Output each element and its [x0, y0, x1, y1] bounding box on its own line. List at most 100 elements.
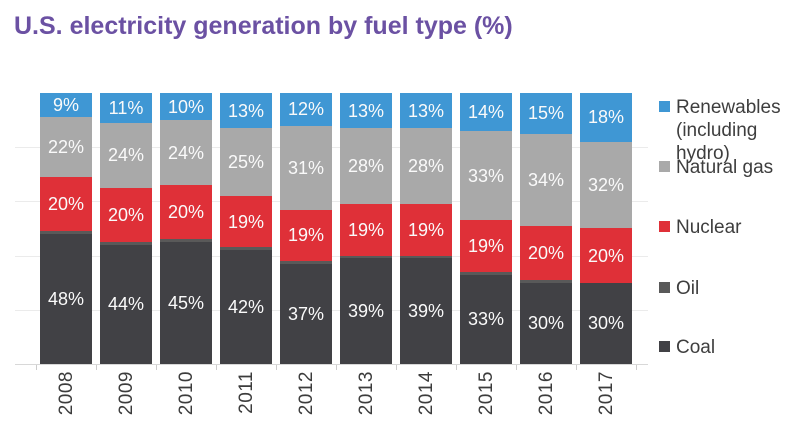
segment-value-label: 28%	[347, 156, 385, 177]
segment-value-label: 13%	[347, 100, 385, 121]
segment-renewables: 9%	[40, 93, 92, 118]
segment-value-label: 12%	[287, 99, 325, 120]
segment-oil	[100, 242, 152, 245]
x-axis-year-label: 2010	[175, 371, 197, 416]
segment-renewables: 12%	[280, 93, 332, 126]
segment-natural_gas: 24%	[160, 120, 212, 186]
segment-value-label: 20%	[167, 202, 205, 223]
axis-tick	[636, 365, 637, 370]
segment-coal: 44%	[100, 244, 152, 364]
segment-value-label: 20%	[107, 204, 145, 225]
bar-2015: 14% 33% 19% 33%	[460, 93, 512, 364]
segment-value-label: 24%	[107, 145, 145, 166]
x-axis-ticks	[15, 364, 648, 371]
bar-cell: 18% 32% 20% 30%	[576, 93, 636, 364]
axis-tick	[156, 365, 157, 370]
segment-coal: 30%	[580, 282, 632, 364]
x-tick-cell: 2015	[456, 371, 516, 425]
x-axis-year-label: 2014	[415, 371, 437, 416]
legend-item-oil: Oil	[659, 277, 796, 300]
x-axis-year-label: 2009	[115, 371, 137, 416]
segment-nuclear: 20%	[160, 185, 212, 240]
segment-coal: 39%	[400, 258, 452, 364]
x-axis-labels: 2008 2009 2010 2011 2012 2013 2014 2015 2016 2017	[36, 371, 636, 425]
axis-tick	[276, 365, 277, 370]
bar-cell: 12% 31% 19% 37%	[276, 93, 336, 364]
segment-value-label: 19%	[227, 211, 265, 232]
segment-value-label: 30%	[527, 313, 565, 334]
bar-2013: 13% 28% 19% 39%	[340, 93, 392, 364]
segment-oil	[340, 255, 392, 259]
x-axis-year-label: 2015	[475, 371, 497, 416]
segment-coal: 33%	[460, 274, 512, 364]
axis-tick	[576, 365, 577, 370]
bar-2010: 10% 24% 20% 45%	[160, 93, 212, 364]
segment-nuclear: 20%	[520, 225, 572, 280]
segment-oil	[400, 255, 452, 259]
bar-cell: 13% 25% 19% 42%	[216, 93, 276, 364]
segment-nuclear: 19%	[280, 209, 332, 261]
x-tick-cell: 2014	[396, 371, 456, 425]
segment-nuclear: 19%	[460, 220, 512, 272]
segment-oil	[40, 231, 92, 234]
segment-nuclear: 19%	[400, 204, 452, 256]
segment-value-label: 33%	[467, 309, 505, 330]
segment-renewables: 10%	[160, 93, 212, 121]
segment-natural_gas: 33%	[460, 130, 512, 221]
segment-value-label: 19%	[287, 225, 325, 246]
x-axis-year-label: 2008	[55, 371, 77, 416]
legend-swatch-coal	[659, 341, 670, 352]
bar-2008: 9% 22% 20% 48%	[40, 93, 92, 364]
segment-value-label: 39%	[347, 301, 385, 322]
x-axis-year-label: 2017	[595, 371, 617, 416]
segment-value-label: 44%	[107, 294, 145, 315]
legend-item-nuclear: Nuclear	[659, 216, 796, 239]
legend-label: Renewables (including hydro)	[676, 97, 781, 164]
x-tick-cell: 2012	[276, 371, 336, 425]
segment-value-label: 18%	[587, 107, 625, 128]
bar-2009: 11% 24% 20% 44%	[100, 93, 152, 364]
segment-renewables: 15%	[520, 93, 572, 134]
segment-renewables: 11%	[100, 93, 152, 123]
segment-nuclear: 20%	[40, 176, 92, 232]
x-tick-cell: 2010	[156, 371, 216, 425]
axis-tick	[216, 365, 217, 370]
segment-natural_gas: 22%	[40, 117, 92, 177]
bar-cell: 10% 24% 20% 45%	[156, 93, 216, 364]
bar-cell: 13% 28% 19% 39%	[336, 93, 396, 364]
axis-tick	[396, 365, 397, 370]
segment-oil	[460, 271, 512, 275]
segment-natural_gas: 25%	[220, 128, 272, 196]
segment-natural_gas: 34%	[520, 133, 572, 226]
segment-natural_gas: 28%	[340, 128, 392, 205]
legend-label: Oil	[676, 278, 700, 299]
segment-oil	[160, 239, 212, 243]
x-axis-year-label: 2012	[295, 371, 317, 416]
legend-swatch-natural-gas	[659, 161, 670, 172]
segment-value-label: 25%	[227, 152, 265, 173]
segment-natural_gas: 32%	[580, 141, 632, 229]
segment-natural_gas: 24%	[100, 122, 152, 188]
segment-value-label: 42%	[227, 297, 265, 318]
legend: Renewables (including hydro) Natural gas…	[659, 0, 800, 427]
bar-cell: 14% 33% 19% 33%	[456, 93, 516, 364]
segment-nuclear: 20%	[100, 187, 152, 243]
segment-value-label: 28%	[407, 156, 445, 177]
axis-tick	[36, 365, 37, 370]
x-tick-cell: 2016	[516, 371, 576, 425]
segment-oil	[220, 247, 272, 251]
legend-swatch-renewables	[659, 101, 670, 112]
segment-value-label: 14%	[467, 101, 505, 122]
segment-coal: 30%	[520, 282, 572, 364]
bar-2012: 12% 31% 19% 37%	[280, 93, 332, 364]
x-axis-year-label: 2013	[355, 371, 377, 416]
x-tick-cell: 2008	[36, 371, 96, 425]
x-axis-year-label: 2016	[535, 371, 557, 416]
legend-swatch-nuclear	[659, 221, 670, 232]
chart-title: U.S. electricity generation by fuel type…	[14, 12, 513, 40]
segment-value-label: 34%	[527, 169, 565, 190]
segment-nuclear: 20%	[580, 228, 632, 283]
bar-cell: 13% 28% 19% 39%	[396, 93, 456, 364]
segment-value-label: 32%	[587, 175, 625, 196]
bar-cell: 9% 22% 20% 48%	[36, 93, 96, 364]
